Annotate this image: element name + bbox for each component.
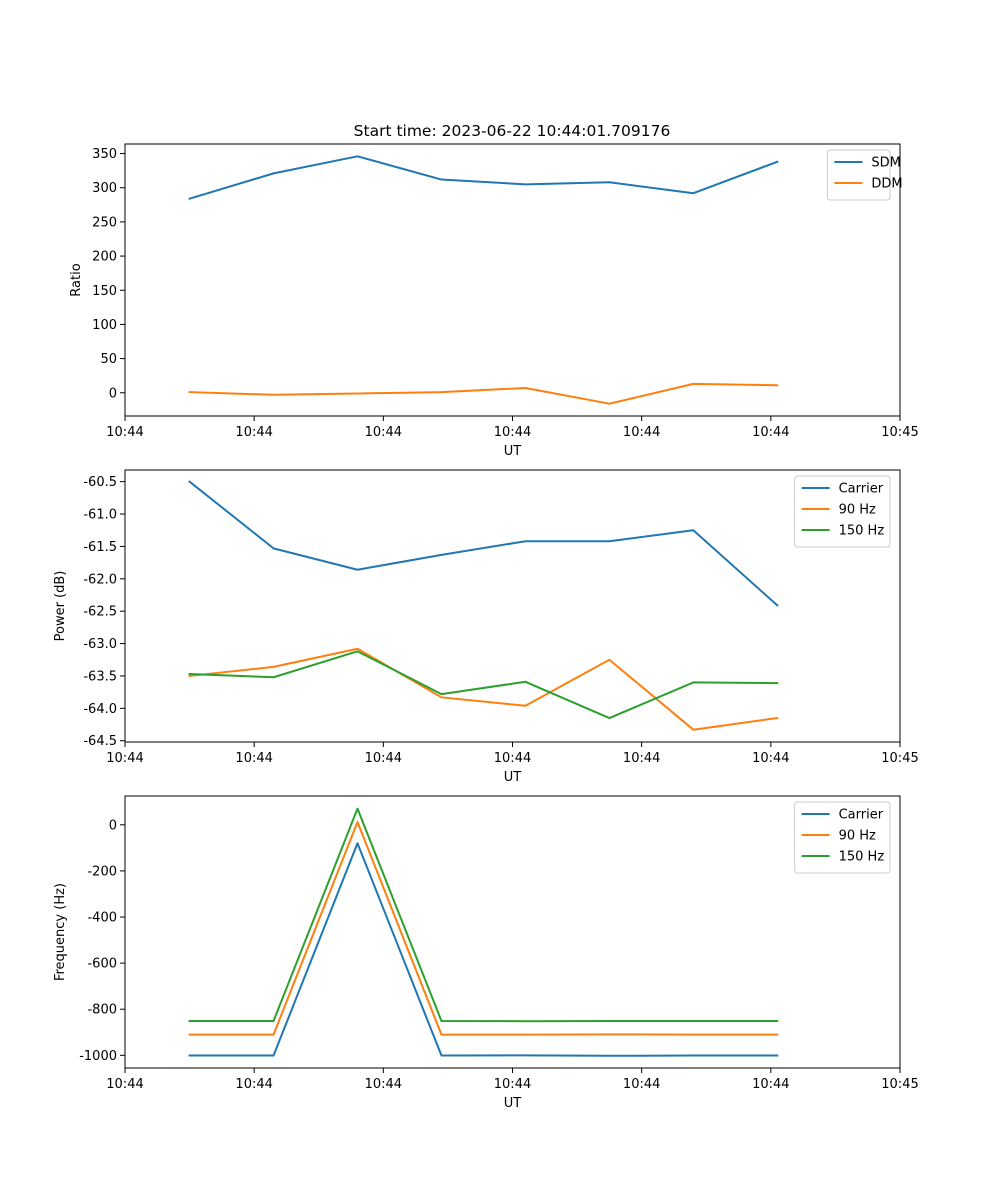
panel-1-series-sdm-line: [188, 155, 779, 200]
panel-1-y-tick-label: 300: [92, 181, 117, 196]
panel-2: 10:44 10:44 10:44 10:44 10:44 10:44 10:45 -64.5…: [53, 469, 919, 785]
panel-1-x-tick-label: 10:44: [623, 425, 660, 440]
panel-3-x-axis-title: UT: [504, 1096, 522, 1111]
panel-2-x-axis-title: UT: [504, 770, 522, 785]
panel-2-y-tick-label: -62.5: [83, 605, 117, 620]
panel-1-x-tick-label: 10:44: [752, 425, 789, 440]
panel-2-y-tick-label: -62.0: [83, 572, 117, 587]
panel-1-legend-entry: DDM: [871, 177, 902, 192]
panel-1-x-tick-label: 10:45: [881, 425, 918, 440]
panel-1-series-ddm-line: [188, 382, 779, 405]
panel-3-y-tick-label: -200: [87, 864, 117, 879]
panel-2-y-tick-label: -63.5: [83, 669, 117, 684]
panel-2-legend-entry: 90 Hz: [839, 503, 876, 518]
panel-2-y-tick-label: -61.0: [83, 508, 117, 523]
panel-2-y-axis-title: Power (dB): [53, 571, 68, 642]
panel-1-y-axis-title: Ratio: [69, 263, 84, 296]
panel-3-y-tick-label: -1000: [79, 1049, 117, 1064]
panel-1-y-tick-label: 0: [109, 386, 117, 401]
panel-2-y-tick-label: -61.5: [83, 540, 117, 555]
panel-1-y-tick-label: 350: [92, 147, 117, 162]
panel-3-series-90-hz-line: [188, 821, 779, 1036]
panel-1-y-tick-label: 250: [92, 215, 117, 230]
panel-3-x-tick-label: 10:44: [106, 1077, 143, 1092]
panel-1-x-axis-title: UT: [504, 444, 522, 459]
panel-2-series-90-hz-line: [188, 647, 779, 731]
panel-3-y-axis-title: Frequency (Hz): [53, 883, 68, 981]
panel-2-y-tick-label: -64.5: [83, 734, 117, 749]
panel-2-x-tick-label: 10:44: [235, 751, 272, 766]
panel-3-series-carrier-line: [188, 842, 779, 1057]
panel-2-x-tick-label: 10:45: [881, 751, 918, 766]
panel-1-y-tick-label: 150: [92, 284, 117, 299]
panel-2-y-tick-label: -60.5: [83, 475, 117, 490]
panel-2-y-tick-label: -63.0: [83, 637, 117, 652]
panel-1: 10:44 10:44 10:44 10:44 10:44 10:44 10:45 0 50 10…: [69, 143, 919, 459]
panel-3-x-tick-label: 10:44: [623, 1077, 660, 1092]
panel-3-y-tick-label: -800: [87, 1003, 117, 1018]
panel-2-series-carrier-line: [188, 480, 779, 607]
panel-2-x-tick-label: 10:44: [623, 751, 660, 766]
panel-1-x-tick-label: 10:44: [106, 425, 143, 440]
panel-3-x-tick-label: 10:45: [881, 1077, 918, 1092]
panel-3-x-tick-label: 10:44: [235, 1077, 272, 1092]
panel-3-x-tick-label: 10:44: [494, 1077, 531, 1092]
panel-3: 10:44 10:44 10:44 10:44 10:44 10:44 10:45 -1000…: [53, 795, 919, 1111]
panel-3-x-tick-label: 10:44: [752, 1077, 789, 1092]
panel-2-x-tick-label: 10:44: [752, 751, 789, 766]
panel-2-legend-entry: 150 Hz: [839, 524, 885, 539]
panel-3-x-tick-label: 10:44: [365, 1077, 402, 1092]
panel-2-legend: Carrier 90 Hz 150 Hz: [794, 475, 891, 548]
panel-1-legend: SDM DDM: [826, 149, 903, 201]
panel-3-y-tick-label: -400: [87, 911, 117, 926]
panel-1-legend-entry: SDM: [871, 156, 900, 171]
panel-3-legend-entry: 90 Hz: [839, 829, 876, 844]
panel-1-y-tick-label: 50: [100, 352, 117, 367]
panel-3-legend: Carrier 90 Hz 150 Hz: [794, 801, 891, 874]
panel-1-y-tick-label: 200: [92, 250, 117, 265]
panel-1-y-tick-label: 100: [92, 318, 117, 333]
panel-2-series-150-hz-line: [188, 650, 779, 720]
panel-2-x-tick-label: 10:44: [106, 751, 143, 766]
panel-2-x-tick-label: 10:44: [494, 751, 531, 766]
panel-3-y-tick-label: 0: [109, 818, 117, 833]
panel-3-legend-entry: Carrier: [839, 808, 884, 823]
panel-3-series-150-hz-line: [188, 807, 779, 1023]
panel-3-legend-entry: 150 Hz: [839, 850, 885, 865]
panel-2-legend-entry: Carrier: [839, 482, 884, 497]
chart-panels: 10:44 10:44 10:44 10:44 10:44 10:44 10:45 0 50 10…: [53, 143, 919, 1111]
panel-3-y-tick-label: -600: [87, 957, 117, 972]
panel-1-x-tick-label: 10:44: [365, 425, 402, 440]
panel-2-x-tick-label: 10:44: [365, 751, 402, 766]
panel-2-y-tick-label: -64.0: [83, 702, 117, 717]
panel-1-x-tick-label: 10:44: [235, 425, 272, 440]
panel-1-x-tick-label: 10:44: [494, 425, 531, 440]
chart-title: Start time: 2023-06-22 10:44:01.709176: [354, 122, 671, 140]
